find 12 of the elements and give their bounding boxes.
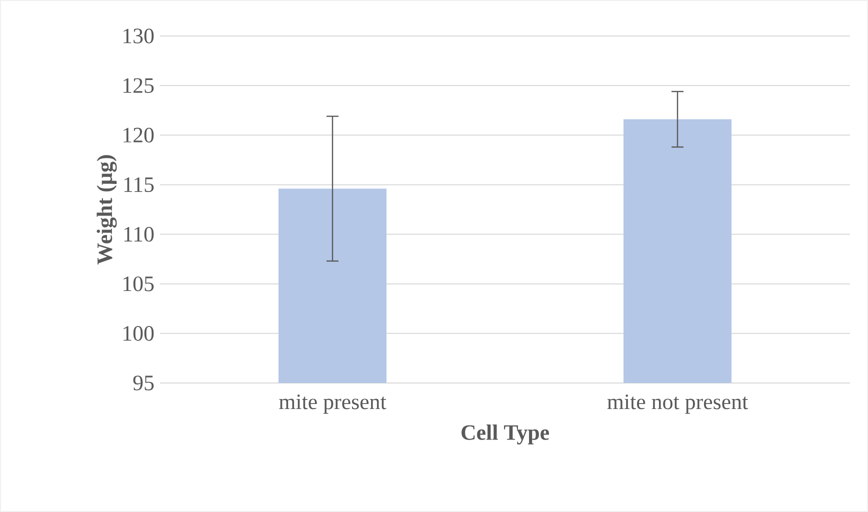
x-tick-label: mite not present	[607, 394, 748, 414]
y-tick-label: 130	[124, 28, 154, 44]
y-tick-label: 100	[124, 326, 154, 341]
x-axis-title: Cell Type	[462, 424, 549, 444]
y-tick-label: 95	[133, 376, 154, 390]
y-tick-label: 110	[124, 226, 154, 242]
y-tick-label: 125	[124, 78, 154, 93]
y-tick-label: 105	[124, 276, 154, 292]
y-tick-label: 120	[124, 128, 154, 143]
y-axis-title: Weight (µg)	[96, 155, 117, 264]
x-tick-label: mite present	[279, 394, 386, 414]
y-tick-label: 115	[124, 177, 154, 192]
